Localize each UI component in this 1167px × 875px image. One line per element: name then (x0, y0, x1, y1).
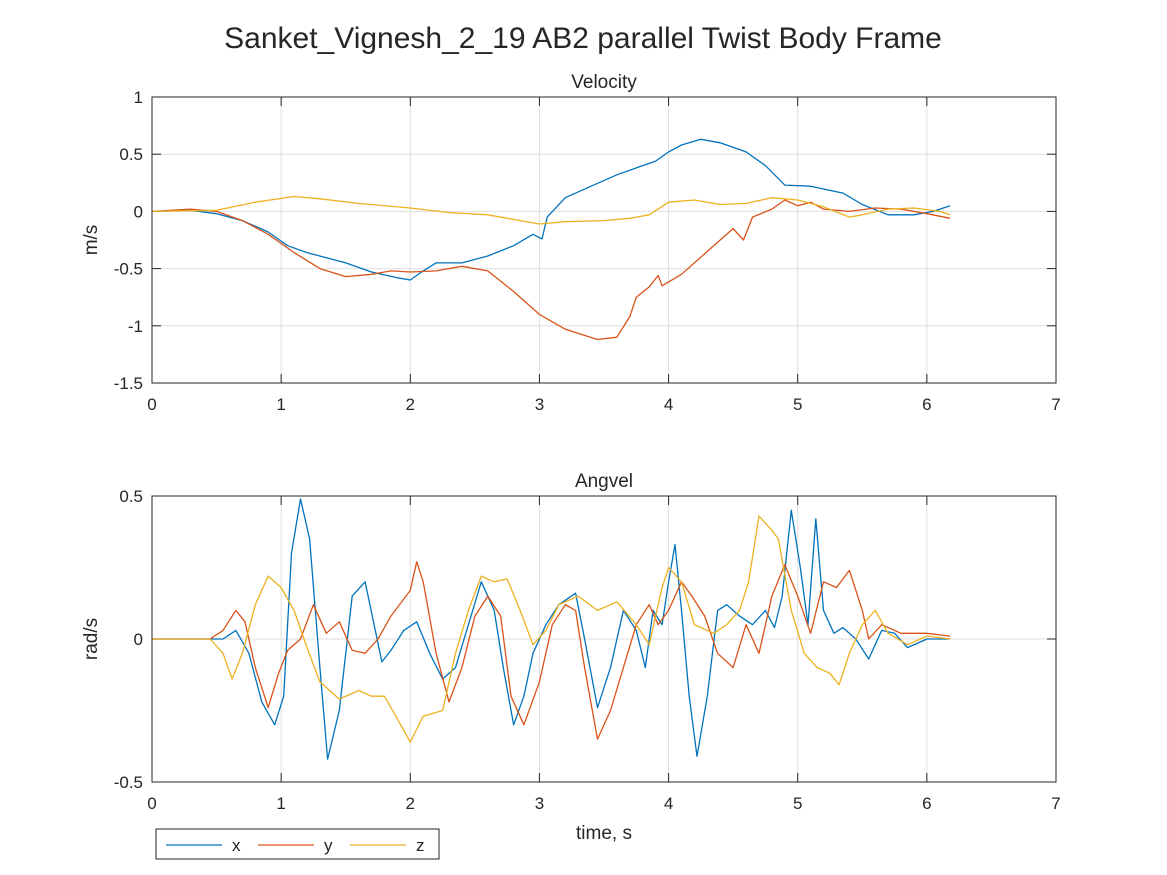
angvel-ylabel: rad/s (81, 618, 102, 660)
legend-label-x: x (232, 836, 241, 855)
velocity-xtick-label: 2 (406, 395, 415, 414)
angvel-xtick-label: 4 (664, 794, 673, 813)
legend-label-y: y (324, 836, 333, 855)
velocity-axes: 0 1 2 3 4 5 6 7 1 0.5 0 -0.5 -1 -1.5 Velocity m/s (81, 72, 1061, 414)
velocity-ytick-label: 1 (134, 88, 143, 107)
velocity-ytick-label: -1 (128, 317, 143, 336)
legend-label-z: z (416, 836, 425, 855)
velocity-title: Velocity (571, 72, 637, 93)
angvel-xtick-label: 0 (147, 794, 156, 813)
velocity-xtick-label: 3 (535, 395, 544, 414)
angvel-series-z-line (152, 515, 951, 743)
angvel-series-y-line (152, 561, 951, 740)
angvel-ytick-label: 0.5 (119, 487, 143, 506)
angvel-ytick-label: -0.5 (114, 773, 143, 792)
velocity-xtick-label: 6 (922, 395, 931, 414)
velocity-ylabel: m/s (81, 225, 102, 256)
velocity-ytick-label: 0.5 (119, 145, 143, 164)
angvel-xtick-label: 6 (922, 794, 931, 813)
legend-box (155, 828, 440, 860)
angvel-xlabel: time, s (576, 823, 632, 844)
velocity-ytick-label: -0.5 (114, 260, 143, 279)
angvel-title: Angvel (575, 471, 633, 492)
velocity-axes-box (151, 96, 1057, 384)
velocity-series-x-line (152, 138, 951, 281)
velocity-xtick-label: 7 (1051, 395, 1060, 414)
velocity-series-y-line (152, 199, 951, 341)
legend: x y z (155, 828, 440, 860)
angvel-xtick-label: 3 (535, 794, 544, 813)
velocity-series-z-line (152, 195, 951, 225)
figure-title: Sanket_Vignesh_2_19 AB2 parallel Twist B… (224, 22, 942, 55)
angvel-series-x-line (152, 498, 951, 760)
velocity-xtick-label: 1 (276, 395, 285, 414)
velocity-xtick-label: 5 (793, 395, 802, 414)
velocity-ytick-label: -1.5 (114, 374, 143, 393)
velocity-ytick-label: 0 (134, 202, 143, 221)
angvel-xtick-label: 2 (406, 794, 415, 813)
angvel-axes-box (151, 495, 1057, 783)
angvel-xtick-label: 7 (1051, 794, 1060, 813)
angvel-xtick-label: 5 (793, 794, 802, 813)
angvel-ytick-label: 0 (134, 630, 143, 649)
velocity-xtick-label: 4 (664, 395, 673, 414)
velocity-xtick-label: 0 (147, 395, 156, 414)
velocity-plot-area (152, 97, 1056, 383)
angvel-xtick-label: 1 (276, 794, 285, 813)
